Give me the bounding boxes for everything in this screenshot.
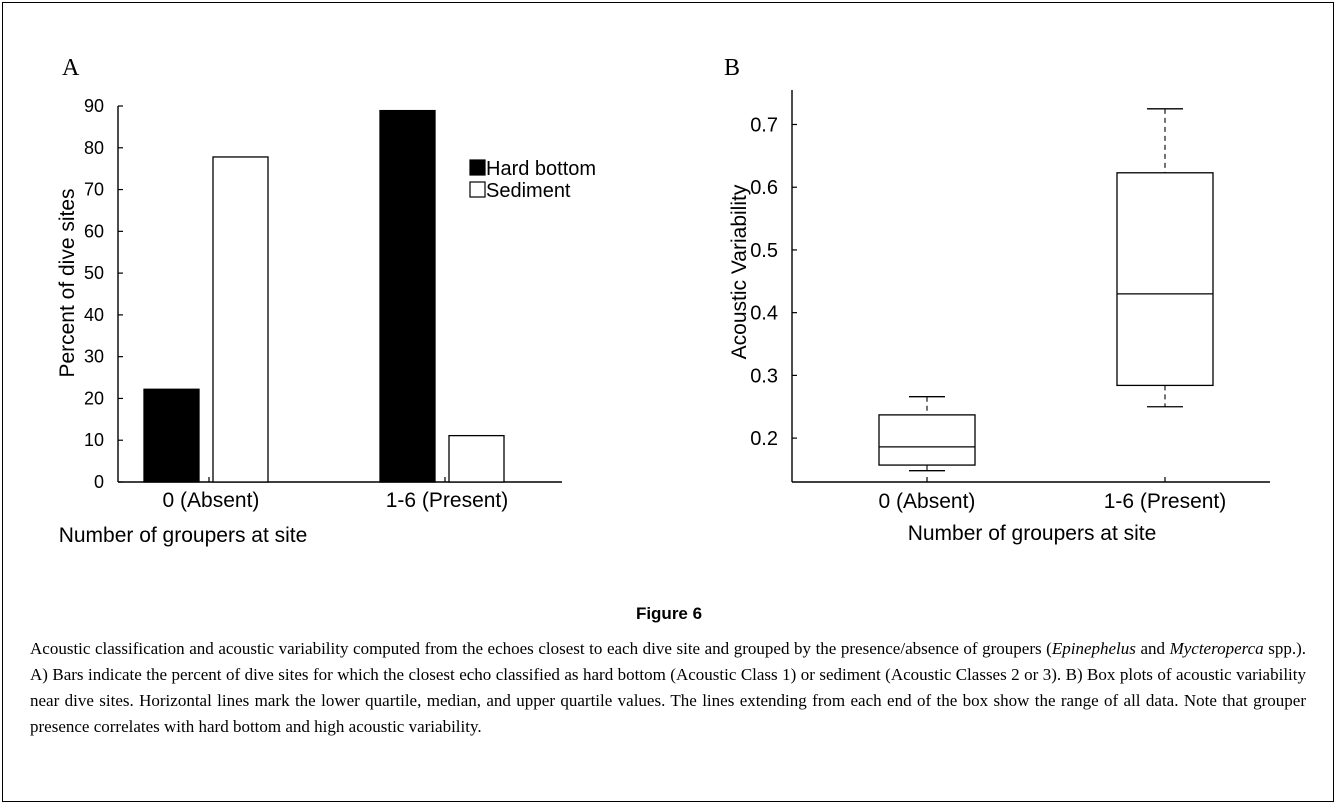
chart-b-y-tick-label: 0.5 [750,240,778,262]
legend-swatch-sediment [469,181,486,198]
caption-part: and [1135,639,1170,658]
legend-label-hard-bottom: Hard bottom [486,158,596,180]
box-iqr [1116,172,1214,387]
caption-part: Mycteroperca [1169,639,1264,658]
chart-a-ylabel: Percent of dive sites [56,188,79,377]
chart-a-xlabel: Number of groupers at site [59,524,308,547]
caption-part: Acoustic classification and acoustic var… [30,639,1052,658]
chart-b-y-tick-label: 0.4 [750,303,778,325]
chart-a-bar-hard-bottom [143,388,200,483]
chart-a-y-tick-label: 0 [94,472,104,492]
figure-label: Figure 6 [635,604,703,623]
caption-part: spp.). A) Bars indicate the percent of d… [30,639,1307,736]
chart-b-axes: 0.2 0.3 0.4 0.5 0.6 0.7 0 (Absent) 1-6 (Present… [750,90,1270,545]
figure-caption: Acoustic classification and acoustic var… [30,636,1306,740]
chart-b-y-tick-label: 0.6 [750,177,778,199]
box-iqr [878,414,976,466]
chart-a-axes: 0 10 20 30 40 50 60 70 80 90 0 (Absent) 1-6 (Presen… [84,96,562,512]
panel-label-b: B [724,55,740,81]
chart-a-x-tick-label: 0 (Absent) [163,489,260,512]
chart-a-y-tick-label: 30 [84,347,104,367]
chart-b-y-tick-label: 0.2 [750,428,778,450]
legend-swatch-hard-bottom [469,159,486,176]
figure-charts: A 0 10 20 30 40 50 60 70 80 90 0 (Absent) 1-6 (Pres… [56,55,1270,547]
chart-a-y-tick-label: 90 [84,96,104,116]
chart-a-bar-sediment [212,156,269,483]
chart-panel-a: A 0 10 20 30 40 50 60 70 80 90 0 (Absent) 1-6 (Pres… [56,55,596,547]
chart-a-y-tick-label: 70 [84,180,104,200]
chart-a-bar-hard-bottom [379,109,436,483]
chart-a-y-tick-label: 10 [84,430,104,450]
chart-a-y-tick-label: 40 [84,305,104,325]
chart-a-y-tick-label: 60 [84,221,104,241]
chart-a-y-tick-label: 80 [84,138,104,158]
chart-a-y-tick-label: 20 [84,388,104,408]
panel-label-a: A [62,55,80,81]
legend-label-sediment: Sediment [486,180,571,202]
chart-a-x-tick-label: 1-6 (Present) [386,489,509,512]
chart-b-y-tick-label: 0.3 [750,365,778,387]
chart-a-y-tick-label: 50 [84,263,104,283]
chart-a-bars [143,109,505,483]
chart-panel-b: B 0.2 0.3 0.4 0.5 0.6 0.7 0 (Absent) 1-6 (Prese… [724,55,1270,545]
caption-part: Epinephelus [1051,639,1136,658]
chart-b-x-tick-label: 1-6 (Present) [1104,490,1227,513]
chart-b-ylabel: Acoustic Variability [728,184,751,359]
chart-a-bar-sediment [448,434,505,483]
chart-b-boxes [878,108,1214,472]
chart-b-xlabel: Number of groupers at site [908,522,1157,545]
chart-b-y-tick-label: 0.7 [750,114,778,136]
chart-b-x-tick-label: 0 (Absent) [879,490,976,513]
